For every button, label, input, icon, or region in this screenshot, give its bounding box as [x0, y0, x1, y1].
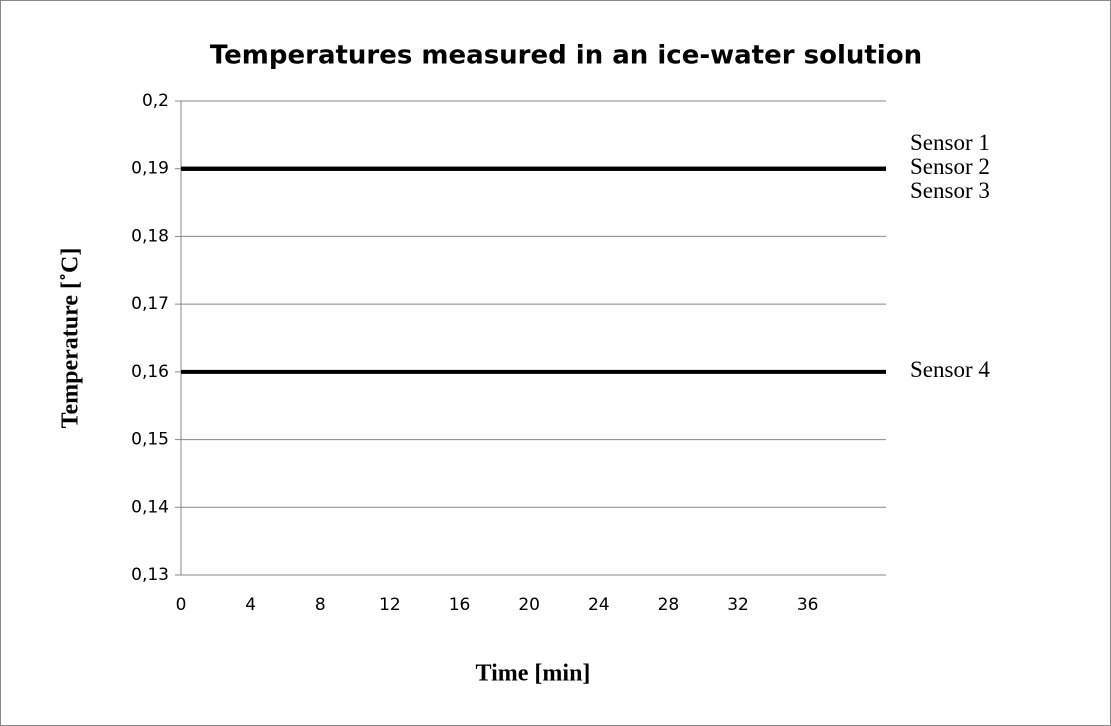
x-tick-label: 20 [518, 595, 540, 615]
x-tick-label: 16 [449, 595, 471, 615]
x-tick-label: 8 [315, 595, 326, 615]
y-tick-label: 0,18 [131, 226, 169, 246]
legend-label: Sensor 3 [910, 178, 990, 203]
x-tick-label: 24 [588, 595, 610, 615]
y-tick-label: 0,14 [131, 497, 169, 517]
chart-title: Temperatures measured in an ice-water so… [210, 41, 922, 71]
x-tick-label: 28 [658, 595, 680, 615]
y-axis-label: Temperature [˚C] [58, 248, 84, 429]
x-tick-label: 36 [797, 595, 819, 615]
y-tick-label: 0,17 [131, 294, 169, 314]
legend-label: Sensor 1 [910, 130, 990, 155]
x-tick-label: 12 [379, 595, 401, 615]
y-tick-label: 0,2 [142, 91, 169, 111]
x-tick-label: 0 [176, 595, 187, 615]
x-tick-label: 4 [245, 595, 256, 615]
x-axis-label: Time [min] [476, 661, 591, 687]
legend-label: Sensor 2 [910, 154, 990, 179]
y-tick-label: 0,16 [131, 362, 169, 382]
y-tick-label: 0,13 [131, 565, 169, 585]
x-tick-label: 32 [727, 595, 749, 615]
legend-label: Sensor 4 [910, 357, 990, 382]
y-tick-label: 0,15 [131, 430, 169, 450]
y-tick-label: 0,19 [131, 159, 169, 179]
